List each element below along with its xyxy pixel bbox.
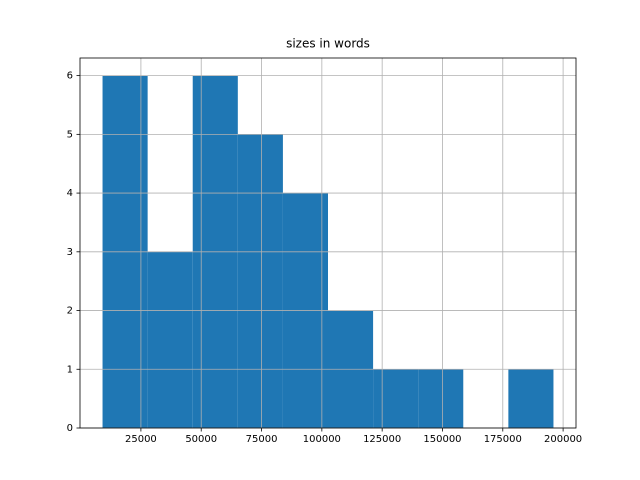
- bar: [147, 251, 193, 428]
- x-tick-label: 175000: [484, 434, 522, 445]
- x-tick-label: 75000: [246, 434, 278, 445]
- x-tick-label: 150000: [423, 434, 461, 445]
- bar: [237, 134, 283, 428]
- y-tick-label: 0: [67, 423, 73, 434]
- x-tick-label: 200000: [544, 434, 582, 445]
- y-tick-label: 2: [67, 306, 73, 317]
- x-tick-label: 50000: [185, 434, 217, 445]
- bar: [373, 369, 419, 428]
- y-tick-label: 3: [67, 247, 73, 258]
- y-tick-label: 4: [67, 188, 73, 199]
- bar: [508, 369, 554, 428]
- bar: [418, 369, 464, 428]
- y-tick-label: 5: [67, 129, 73, 140]
- x-tick-label: 125000: [363, 434, 401, 445]
- plot-frame: [79, 57, 577, 429]
- x-tick-label: 100000: [303, 434, 341, 445]
- x-tick-label: 25000: [125, 434, 157, 445]
- chart-title: sizes in words: [286, 37, 370, 51]
- y-tick-label: 6: [67, 71, 73, 82]
- y-tick-label: 1: [67, 364, 73, 375]
